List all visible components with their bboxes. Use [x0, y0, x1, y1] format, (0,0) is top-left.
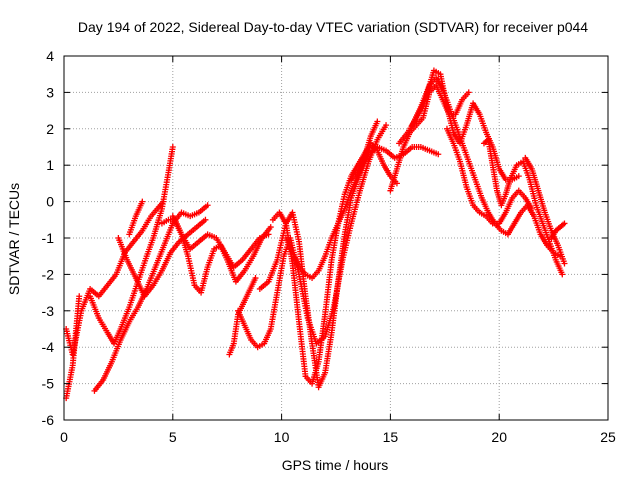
series-arc-5 [115, 216, 209, 300]
data-point [383, 122, 390, 129]
y-tick-label: 4 [46, 48, 54, 64]
x-tick-label: 5 [169, 429, 177, 445]
data-point [465, 89, 472, 96]
axes: 0 5 10 15 20 25 -6 -5 -4 -3 -2 -1 0 1 2 3 4 [42, 48, 616, 445]
x-tick-label: 20 [491, 429, 507, 445]
data-point [561, 260, 568, 267]
data-point [435, 151, 442, 158]
series-arc-2 [63, 293, 83, 402]
series-arc-20 [522, 154, 568, 267]
y-axis-label: SDTVAR / TECUs [6, 183, 22, 295]
y-tick-label: -6 [42, 412, 55, 428]
x-tick-label: 25 [600, 429, 616, 445]
series-arc-18 [443, 125, 535, 227]
data-points [63, 67, 568, 402]
x-tick-label: 0 [60, 429, 68, 445]
data-point [76, 293, 83, 300]
y-tick-label: 1 [46, 157, 54, 173]
data-point [561, 220, 568, 227]
data-point [559, 271, 566, 278]
y-tick-label: -5 [42, 376, 55, 392]
y-tick-label: -4 [42, 339, 55, 355]
x-tick-label: 15 [383, 429, 399, 445]
y-tick-label: -3 [42, 303, 55, 319]
chart-title: Day 194 of 2022, Sidereal Day-to-day VTE… [78, 19, 588, 35]
data-point [267, 224, 274, 231]
data-point [139, 198, 146, 205]
data-point [169, 144, 176, 150]
data-point [202, 216, 209, 223]
series-arc-6 [126, 198, 146, 238]
data-point [528, 205, 535, 212]
data-point [393, 180, 400, 187]
data-point [374, 118, 381, 125]
y-tick-label: 2 [46, 121, 54, 137]
data-point [252, 275, 259, 282]
x-tick-label: 10 [274, 429, 290, 445]
series-arc-19 [480, 136, 566, 278]
y-tick-label: -2 [42, 266, 55, 282]
series-arc-4 [91, 202, 211, 394]
y-tick-label: 3 [46, 84, 54, 100]
y-tick-label: -1 [42, 230, 55, 246]
series-arc-8 [169, 213, 272, 271]
data-point [204, 202, 211, 209]
x-axis-label: GPS time / hours [282, 457, 389, 473]
series-arc-14 [348, 144, 442, 183]
y-tick-label: 0 [46, 194, 54, 210]
data-point [265, 231, 272, 238]
data-point [515, 173, 522, 180]
series-arc-21 [548, 220, 568, 241]
